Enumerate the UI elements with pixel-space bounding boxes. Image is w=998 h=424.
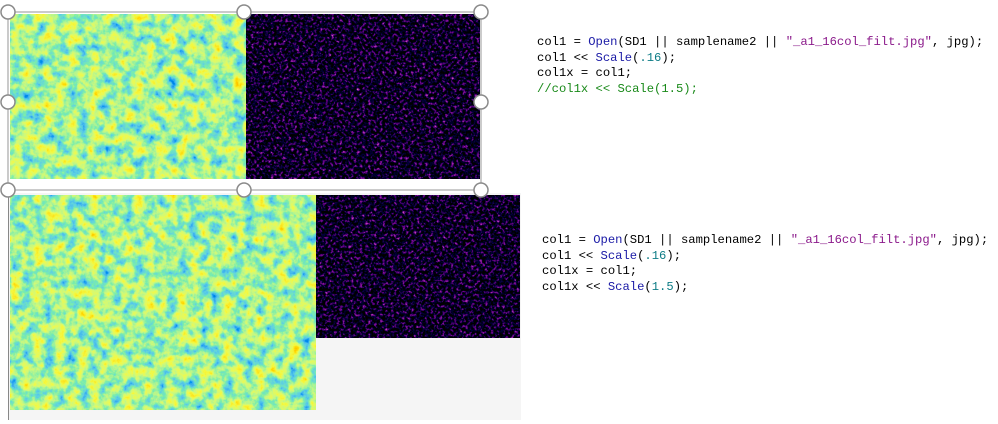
code-line: col1x = col1;	[537, 66, 983, 82]
code-token: );	[666, 248, 682, 263]
code-token: col1 <<	[542, 248, 601, 263]
code-token: , jpg);	[931, 35, 984, 49]
code-token: "_a1_16col_filt.jpg"	[785, 35, 932, 49]
code-token: col1x = col1;	[542, 264, 638, 279]
handle[interactable]	[473, 182, 489, 198]
code-token: (	[644, 280, 652, 295]
code-token: col1 =	[537, 35, 589, 49]
code-line: col1x = col1;	[542, 264, 988, 280]
handle[interactable]	[236, 4, 252, 20]
code-token: .16	[644, 248, 667, 263]
code-token: //col1x << Scale(1.5);	[537, 82, 698, 97]
code-token: );	[673, 280, 689, 295]
heatmap-image[interactable]	[10, 195, 316, 410]
code-token: Scale	[595, 50, 633, 65]
code-token: col1x <<	[542, 280, 608, 295]
code-token: (SD1 || samplename2 ||	[622, 233, 791, 247]
handle[interactable]	[236, 182, 252, 198]
code-token: Scale	[607, 280, 645, 295]
code-block: col1 = Open(SD1 || samplename2 || "_a1_1…	[542, 233, 988, 296]
code-line: //col1x << Scale(1.5);	[537, 82, 983, 98]
code-token: col1x = col1;	[537, 66, 633, 81]
code-token: col1 =	[542, 233, 594, 247]
code-token: (	[632, 50, 640, 65]
code-line: col1 = Open(SD1 || samplename2 || "_a1_1…	[542, 233, 988, 249]
code-token: .16	[639, 50, 662, 65]
code-token: Open	[588, 35, 618, 49]
code-token: (SD1 || samplename2 ||	[617, 35, 786, 49]
code-token: "_a1_16col_filt.jpg"	[790, 233, 937, 247]
code-token: col1 <<	[537, 50, 596, 65]
handle[interactable]	[473, 94, 489, 110]
code-token: , jpg);	[936, 233, 989, 247]
selection-handles[interactable]	[0, 4, 489, 198]
code-token: 1.5	[651, 280, 674, 295]
handle[interactable]	[473, 4, 489, 20]
code-token: Scale	[600, 248, 638, 263]
code-line: col1x << Scale(1.5);	[542, 280, 988, 296]
handle[interactable]	[0, 94, 16, 110]
handle[interactable]	[0, 4, 16, 20]
speck-image[interactable]	[246, 14, 480, 179]
code-token: Open	[593, 233, 623, 247]
code-token: (	[637, 248, 645, 263]
code-token: );	[661, 50, 677, 65]
code-block: col1 = Open(SD1 || samplename2 || "_a1_1…	[537, 35, 983, 98]
code-line: col1 = Open(SD1 || samplename2 || "_a1_1…	[537, 35, 983, 51]
heatmap-image[interactable]	[10, 14, 246, 179]
speck-image[interactable]	[316, 195, 520, 338]
code-line: col1 << Scale(.16);	[537, 51, 983, 67]
handle[interactable]	[0, 182, 16, 198]
code-line: col1 << Scale(.16);	[542, 249, 988, 265]
